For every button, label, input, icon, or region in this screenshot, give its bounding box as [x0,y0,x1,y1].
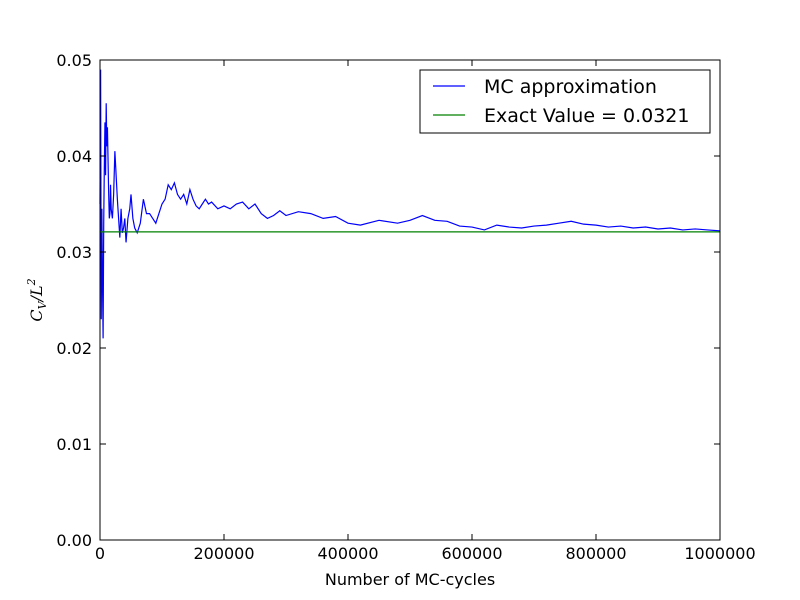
y-tick-label: 0.00 [56,531,92,550]
x-tick-label: 400000 [317,544,378,563]
y-tick-label: 0.05 [56,51,92,70]
x-tick-label: 0 [95,544,105,563]
y-axis-label-rest: /L [27,285,46,303]
y-tick-label: 0.04 [56,147,92,166]
y-tick-label: 0.01 [56,435,92,454]
plot-frame [99,59,721,541]
legend-label-exact: Exact Value = 0.0321 [484,105,689,127]
x-tick-label: 600000 [441,544,502,563]
svg-text:CV/L2: CV/L2 [25,278,49,321]
y-tick-label: 0.02 [56,339,92,358]
tick-layer: 0 200000 400000 600000 800000 1000000 0.00 0.01… [56,51,755,563]
series-line-0 [99,69,721,339]
y-axis-label-sub: V [36,300,49,309]
legend-box [419,69,711,134]
y-axis-label-sup: 2 [25,278,38,286]
legend-label-mc: MC approximation [484,76,657,98]
y-axis-label-main: C [27,309,46,321]
y-tick-label: 0.03 [56,243,92,262]
legend: MC approximation Exact Value = 0.0321 [419,69,711,134]
y-axis-label: CV/L2 [25,278,49,321]
x-tick-label: 800000 [565,544,626,563]
x-axis-label: Number of MC-cycles [325,570,495,589]
x-tick-label: 200000 [193,544,254,563]
plot-background [100,60,720,540]
series-layer [99,69,721,339]
x-tick-label: 1000000 [684,544,755,563]
